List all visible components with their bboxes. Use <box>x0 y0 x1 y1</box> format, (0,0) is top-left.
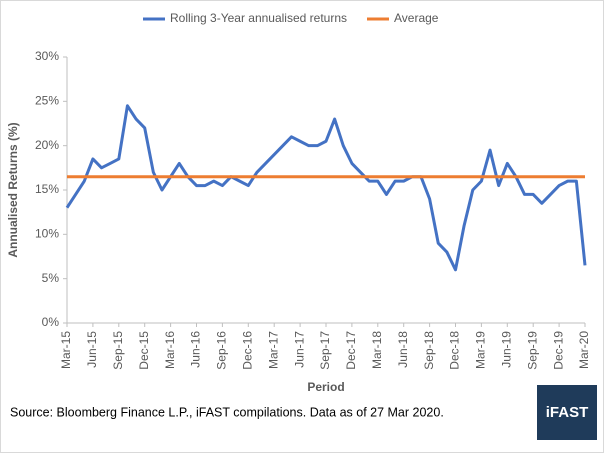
x-tick-label: Sep-18 <box>422 331 436 370</box>
x-tick-label: Jun-17 <box>292 331 306 368</box>
logo: iFAST <box>546 404 589 421</box>
y-tick-label: 30% <box>35 49 59 63</box>
x-tick-label: Sep-19 <box>525 331 539 370</box>
x-tick-label: Dec-15 <box>137 331 151 370</box>
x-tick-label: Jun-19 <box>499 331 513 368</box>
y-tick-label: 10% <box>35 227 59 241</box>
y-tick-label: 15% <box>35 182 59 196</box>
source-note: Source: Bloomberg Finance L.P., iFAST co… <box>10 405 444 419</box>
y-axis-label: Annualised Returns (%) <box>6 122 20 257</box>
x-tick-label: Mar-19 <box>474 331 488 369</box>
x-tick-label: Jun-18 <box>396 331 410 368</box>
x-tick-label: Dec-17 <box>344 331 358 370</box>
y-tick-label: 20% <box>35 138 59 152</box>
x-tick-label: Jun-16 <box>189 331 203 368</box>
series-line <box>65 104 587 272</box>
x-tick-label: Dec-16 <box>240 331 254 370</box>
logo-box <box>537 385 597 440</box>
y-tick-label: 0% <box>42 315 60 329</box>
x-tick-label: Mar-18 <box>370 331 384 369</box>
x-tick-label: Mar-15 <box>59 331 73 369</box>
legend-label: Average <box>394 11 439 25</box>
x-tick-label: Jun-15 <box>85 331 99 368</box>
x-tick-label: Sep-17 <box>318 331 332 370</box>
x-tick-label: Dec-18 <box>448 331 462 370</box>
legend-label: Rolling 3-Year annualised returns <box>170 11 347 25</box>
x-tick-label: Sep-16 <box>215 331 229 370</box>
x-tick-label: Sep-15 <box>111 331 125 370</box>
x-tick-label: Dec-19 <box>551 331 565 370</box>
x-axis-label: Period <box>307 380 344 394</box>
x-tick-label: Mar-20 <box>577 331 591 369</box>
x-tick-label: Mar-16 <box>163 331 177 369</box>
y-tick-label: 5% <box>42 271 60 285</box>
y-tick-label: 25% <box>35 94 59 108</box>
x-tick-label: Mar-17 <box>266 331 280 369</box>
